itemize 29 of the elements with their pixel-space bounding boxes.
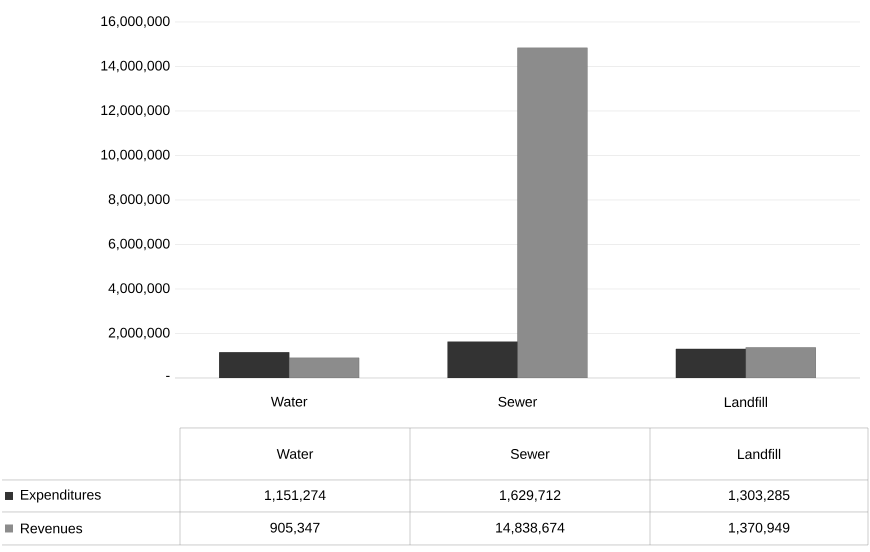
category-label: Water — [276, 449, 314, 459]
bar — [676, 348, 746, 378]
data-label: 1,303,285 — [729, 490, 790, 502]
y-tick-label: 2,000,000 — [108, 328, 170, 340]
bar — [517, 48, 588, 378]
data-label: 1,151,274 — [265, 490, 326, 502]
category-label: Sewer — [510, 449, 550, 459]
legend-label: Expenditures — [21, 489, 101, 502]
data-label: 14,838,674 — [496, 522, 564, 534]
bar — [746, 347, 816, 378]
x-tick-label: Sewer — [498, 396, 538, 407]
legend-label: Revenues — [21, 524, 82, 534]
y-tick-label: 16,000,000 — [101, 16, 170, 28]
x-tick-label: Landfill — [724, 396, 767, 408]
category-label: Landfill — [738, 448, 780, 460]
y-tick-label: 8,000,000 — [108, 194, 170, 206]
bar — [219, 352, 290, 378]
y-tick-label: - — [166, 376, 170, 377]
y-tick-label: 10,000,000 — [101, 150, 170, 162]
x-tick-label: Water — [270, 396, 308, 407]
data-label: 1,370,949 — [729, 522, 790, 534]
bar — [447, 342, 518, 378]
data-label: 1,629,712 — [500, 490, 560, 502]
bar — [288, 358, 360, 378]
data-label: 905,347 — [270, 522, 320, 534]
y-tick-label: 4,000,000 — [108, 283, 170, 295]
y-tick-label: 12,000,000 — [101, 105, 170, 117]
y-tick-label: 14,000,000 — [101, 60, 170, 72]
y-tick-label: 6,000,000 — [108, 238, 170, 250]
